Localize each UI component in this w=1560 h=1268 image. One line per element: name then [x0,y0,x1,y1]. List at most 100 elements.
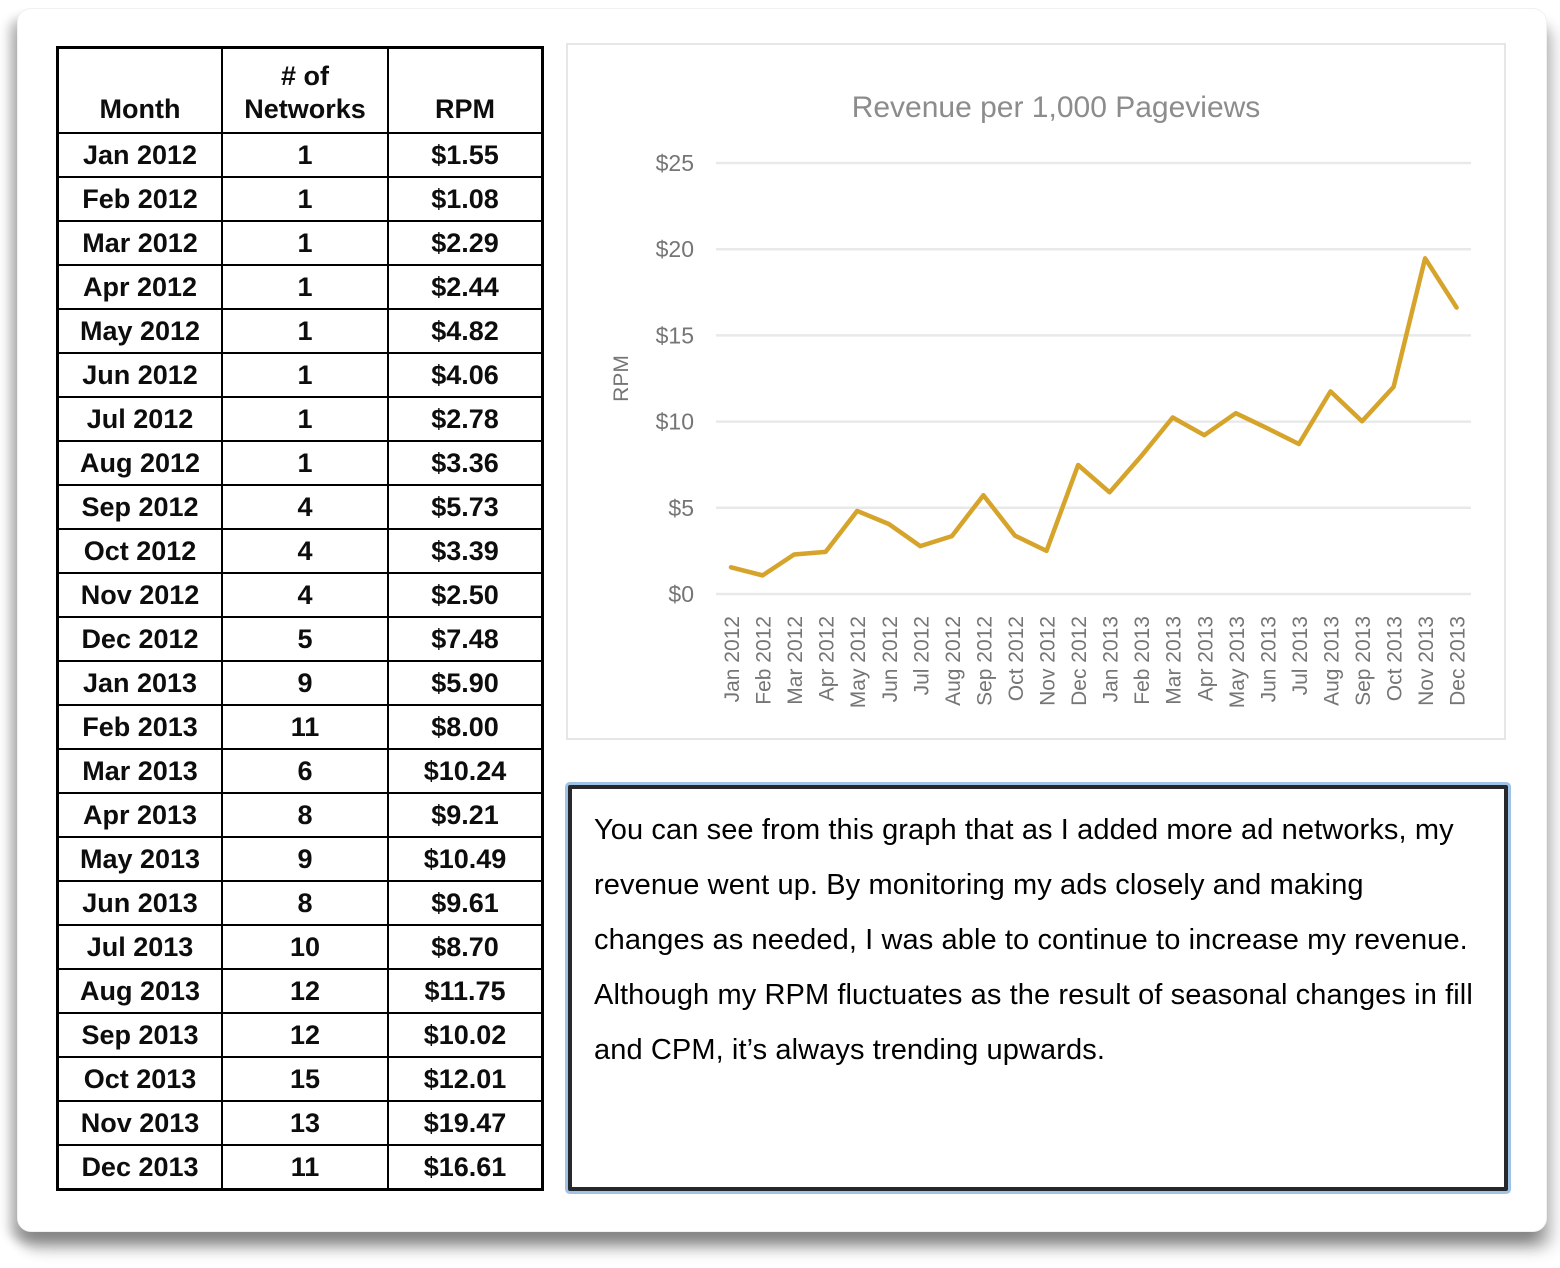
networks-cell: 1 [221,396,389,442]
rpm-cell: $10.24 [387,748,544,794]
month-cell: Jan 2012 [56,132,223,178]
month-cell: Sep 2012 [56,484,223,530]
networks-cell: 10 [221,924,389,970]
table-row: Mar 2012 1 $2.29 [56,220,544,266]
month-cell: Oct 2013 [56,1056,223,1102]
month-cell: Apr 2012 [56,264,223,310]
table-row: Nov 2012 4 $2.50 [56,572,544,618]
rpm-cell: $10.49 [387,836,544,882]
y-tick-label: $5 [668,495,694,521]
x-tick-label: Dec 2012 [1068,616,1091,706]
rpm-cell: $5.73 [387,484,544,530]
commentary-box: You can see from this graph that as I ad… [568,785,1508,1191]
rpm-cell: $19.47 [387,1100,544,1146]
x-tick-label: Aug 2012 [942,616,965,706]
column-header-rpm: RPM [387,46,544,134]
month-cell: Feb 2012 [56,176,223,222]
networks-cell: 9 [221,836,389,882]
x-tick-label: May 2013 [1226,616,1249,708]
networks-cell: 6 [221,748,389,794]
rpm-cell: $2.50 [387,572,544,618]
x-tick-label: Nov 2012 [1037,616,1060,706]
networks-cell: 1 [221,176,389,222]
table-row: Dec 2012 5 $7.48 [56,616,544,662]
networks-cell: 5 [221,616,389,662]
networks-cell: 15 [221,1056,389,1102]
chart-title: Revenue per 1,000 Pageviews [852,91,1261,124]
networks-cell: 4 [221,484,389,530]
rpm-cell: $8.70 [387,924,544,970]
x-tick-label: Nov 2013 [1415,616,1438,706]
table-row: May 2012 1 $4.82 [56,308,544,354]
rpm-cell: $9.21 [387,792,544,838]
table-row: Mar 2013 6 $10.24 [56,748,544,794]
column-header-month: Month [56,46,223,134]
rpm-cell: $7.48 [387,616,544,662]
table-row: Jan 2013 9 $5.90 [56,660,544,706]
month-cell: Jun 2012 [56,352,223,398]
month-cell: Jun 2013 [56,880,223,926]
networks-cell: 1 [221,132,389,178]
month-cell: Dec 2013 [56,1144,223,1191]
month-cell: Jul 2012 [56,396,223,442]
chart-container: $0 $5 $10 $15 $20 $25 Revenue per 1,000 Pagevi… [566,43,1506,740]
rpm-cell: $16.61 [387,1144,544,1191]
x-tick-label: Apr 2012 [816,616,839,701]
month-cell: Aug 2012 [56,440,223,486]
networks-cell: 11 [221,704,389,750]
table-row: Jul 2013 10 $8.70 [56,924,544,970]
networks-cell: 1 [221,440,389,486]
table-row: Feb 2013 11 $8.00 [56,704,544,750]
month-cell: Dec 2012 [56,616,223,662]
x-tick-label: Jun 2013 [1257,616,1280,702]
networks-cell: 13 [221,1100,389,1146]
networks-cell: 12 [221,968,389,1014]
table-row: Jul 2012 1 $2.78 [56,396,544,442]
networks-cell: 1 [221,220,389,266]
rpm-cell: $10.02 [387,1012,544,1058]
commentary-text: You can see from this graph that as I ad… [594,814,1473,1067]
x-tick-label: Oct 2013 [1384,616,1407,701]
rpm-cell: $1.55 [387,132,544,178]
month-cell: Feb 2013 [56,704,223,750]
table-row: Jun 2012 1 $4.06 [56,352,544,398]
table-row: Jan 2012 1 $1.55 [56,132,544,178]
y-axis-title: RPM [610,355,633,402]
networks-cell: 8 [221,880,389,926]
rpm-series-line [728,256,1459,578]
rpm-cell: $1.08 [387,176,544,222]
month-cell: Aug 2013 [56,968,223,1014]
x-tick-label: Sep 2012 [973,616,996,706]
x-tick-label: Oct 2012 [1005,616,1028,701]
table-row: Feb 2012 1 $1.08 [56,176,544,222]
rpm-cell: $2.44 [387,264,544,310]
table-row: Sep 2012 4 $5.73 [56,484,544,530]
month-cell: May 2012 [56,308,223,354]
networks-cell: 9 [221,660,389,706]
x-tick-label: Jul 2013 [1289,616,1312,695]
networks-cell: 11 [221,1144,389,1191]
x-tick-label: Jul 2012 [910,616,933,695]
y-tick-label: $0 [668,581,694,607]
networks-cell: 8 [221,792,389,838]
month-cell: Jul 2013 [56,924,223,970]
x-tick-label: Jan 2013 [1100,616,1123,702]
x-tick-label: Feb 2013 [1131,616,1154,705]
rpm-cell: $11.75 [387,968,544,1014]
x-tick-label: Feb 2012 [753,616,776,705]
table-row: Apr 2013 8 $9.21 [56,792,544,838]
x-tick-label: Dec 2013 [1447,616,1470,706]
table-header: Month # of Networks RPM [56,46,544,134]
month-cell: Nov 2012 [56,572,223,618]
networks-cell: 4 [221,572,389,618]
y-tick-label: $20 [656,236,694,262]
x-tick-label: Mar 2012 [784,616,807,705]
rpm-cell: $5.90 [387,660,544,706]
table-row: Dec 2013 11 $16.61 [56,1144,544,1191]
rpm-cell: $3.36 [387,440,544,486]
x-tick-label: Jun 2012 [879,616,902,702]
month-cell: Oct 2012 [56,528,223,574]
rpm-cell: $3.39 [387,528,544,574]
table-row: Jun 2013 8 $9.61 [56,880,544,926]
table-row: Nov 2013 13 $19.47 [56,1100,544,1146]
